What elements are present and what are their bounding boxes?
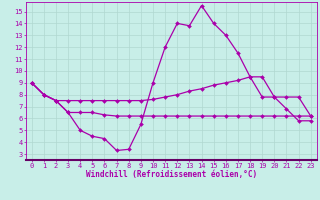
X-axis label: Windchill (Refroidissement éolien,°C): Windchill (Refroidissement éolien,°C) bbox=[86, 170, 257, 179]
